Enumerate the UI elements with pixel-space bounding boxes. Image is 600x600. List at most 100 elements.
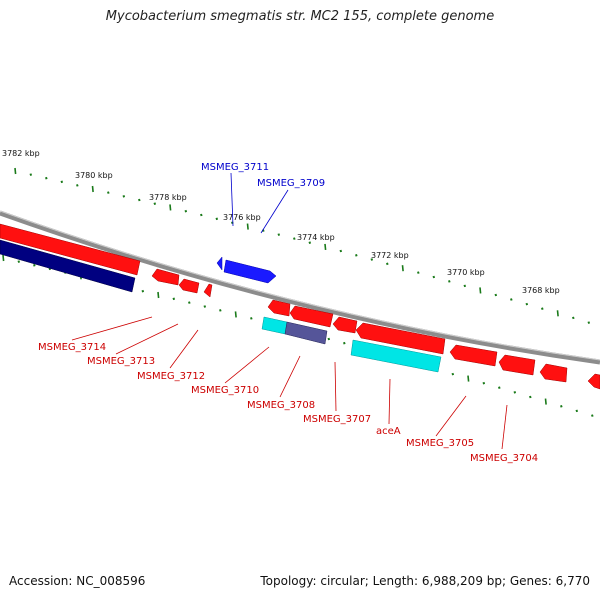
scale-label-3776: 3776 kbp: [223, 213, 261, 222]
gene-label-msmeg-3704[interactable]: MSMEG_3704: [470, 453, 538, 464]
leader-line-msmeg-3709: [260, 189, 289, 234]
map-title: Mycobacterium smegmatis str. MC2 155, co…: [105, 9, 495, 24]
reverse-gene-msmeg-3707[interactable]: [332, 316, 358, 334]
gene-label-msmeg-3709[interactable]: MSMEG_3709: [257, 178, 325, 189]
scale-minor-tick: [107, 191, 110, 194]
leader-line-msmeg-3713: [115, 323, 179, 355]
reverse-gene-msmeg-3710[interactable]: [267, 299, 291, 317]
scale-major-tick: [479, 287, 482, 294]
scale-label-3782: 3782 kbp: [2, 149, 40, 158]
scale-label-3770: 3770 kbp: [447, 268, 485, 277]
scale-major-tick: [91, 185, 94, 193]
leader-line-msmeg-3707: [334, 361, 337, 412]
scale-minor-tick: [572, 316, 575, 320]
scale-minor-tick: [138, 198, 141, 202]
gene-label-msmeg-3712[interactable]: MSMEG_3712: [137, 371, 205, 382]
leader-line-msmeg-3704: [501, 404, 508, 450]
leader-line-acea: [388, 378, 391, 425]
reverse-gene-msmeg-3708[interactable]: [289, 305, 334, 328]
scale-minor-tick: [451, 372, 455, 376]
scale-minor-tick: [203, 305, 207, 308]
scale-minor-tick: [386, 262, 389, 266]
scale-minor-tick: [575, 409, 579, 413]
gene-label-msmeg-3705[interactable]: MSMEG_3705: [406, 438, 474, 449]
scale-minor-tick: [33, 264, 36, 267]
scale-minor-tick: [591, 414, 594, 417]
scale-minor-tick: [510, 298, 513, 301]
forward-gene-msmeg-3709[interactable]: [223, 259, 277, 284]
scale-label-3774: 3774 kbp: [297, 233, 335, 242]
scale-major-tick: [556, 310, 559, 317]
scale-minor-tick: [494, 293, 498, 297]
scale-label-3768: 3768 kbp: [522, 286, 560, 295]
reverse-gene-msmeg-3704[interactable]: [498, 354, 536, 376]
leader-line-msmeg-3708: [279, 355, 301, 398]
scale-major-tick: [467, 375, 470, 382]
leader-line-msmeg-3711: [230, 172, 234, 227]
reverse-gene-msmeg-3712[interactable]: [178, 278, 200, 294]
scale-minor-tick: [293, 237, 296, 240]
cyan-gene-acea: [350, 339, 442, 373]
scale-major-tick: [401, 265, 404, 272]
scale-minor-tick: [122, 195, 126, 198]
scale-minor-tick: [76, 184, 79, 187]
cyan-gene-msmeg-3710: [261, 316, 288, 335]
dark-gene-msmeg-3708: [284, 321, 328, 345]
scale-label-3778: 3778 kbp: [149, 193, 187, 202]
gene-label-msmeg-3710[interactable]: MSMEG_3710: [191, 385, 259, 396]
gene-label-msmeg-3707[interactable]: MSMEG_3707: [303, 414, 371, 425]
scale-minor-tick: [45, 176, 48, 180]
scale-minor-tick: [513, 391, 517, 394]
scale-minor-tick: [343, 341, 346, 345]
scale-major-tick: [246, 223, 249, 230]
scale-minor-tick: [200, 213, 203, 217]
scale-minor-tick: [219, 309, 222, 312]
reverse-gene-acea[interactable]: [355, 322, 446, 355]
forward-gene-arrow[interactable]: [216, 256, 223, 271]
gene-label-msmeg-3713[interactable]: MSMEG_3713: [87, 356, 155, 367]
scale-major-tick: [324, 243, 327, 250]
scale-minor-tick: [370, 258, 374, 261]
reverse-gene-right-1[interactable]: [539, 363, 568, 383]
accession-text: Accession: NC_008596: [9, 574, 146, 588]
scale-major-tick: [234, 311, 237, 318]
scale-minor-tick: [482, 381, 486, 385]
gene-label-msmeg-3708[interactable]: MSMEG_3708: [247, 400, 315, 411]
gene-label-msmeg-3711[interactable]: MSMEG_3711: [201, 162, 269, 173]
scale-minor-tick: [587, 321, 591, 324]
scale-minor-tick: [355, 254, 358, 257]
scale-minor-tick: [463, 284, 467, 288]
scale-minor-tick: [498, 386, 501, 389]
gene-label-acea[interactable]: aceA: [376, 426, 401, 437]
scale-minor-tick: [339, 249, 343, 253]
reverse-gene-msmeg-3712-small[interactable]: [203, 283, 213, 298]
scale-minor-tick: [327, 337, 331, 341]
gene-label-msmeg-3714[interactable]: MSMEG_3714: [38, 342, 106, 353]
scale-major-tick: [544, 398, 547, 405]
scale-minor-tick: [541, 307, 544, 310]
genome-backbone-highlight: [0, 210, 600, 361]
scale-minor-tick: [231, 221, 234, 224]
scale-minor-tick: [525, 302, 529, 306]
scale-major-tick: [14, 167, 17, 175]
reverse-gene-msmeg-3705[interactable]: [449, 344, 498, 367]
genome-summary-text: Topology: circular; Length: 6,988,209 bp…: [260, 574, 590, 588]
scale-minor-tick: [60, 180, 64, 184]
leader-line-msmeg-3714: [71, 316, 153, 341]
scale-minor-tick: [529, 395, 532, 399]
reverse-gene-msmeg-3714[interactable]: [0, 223, 141, 276]
reverse-gene-right-2[interactable]: [587, 373, 600, 390]
scale-minor-tick: [153, 202, 157, 205]
leader-line-msmeg-3705: [435, 395, 467, 437]
scale-label-3780: 3780 kbp: [75, 171, 113, 180]
scale-minor-tick: [184, 209, 188, 213]
reverse-gene-msmeg-3713[interactable]: [151, 268, 180, 286]
leader-line-msmeg-3712: [169, 329, 199, 369]
scale-major-tick: [2, 254, 5, 262]
scale-minor-tick: [29, 173, 33, 176]
scale-minor-tick: [560, 405, 563, 408]
scale-label-3772: 3772 kbp: [371, 251, 409, 260]
genome-backbone: [0, 210, 600, 365]
